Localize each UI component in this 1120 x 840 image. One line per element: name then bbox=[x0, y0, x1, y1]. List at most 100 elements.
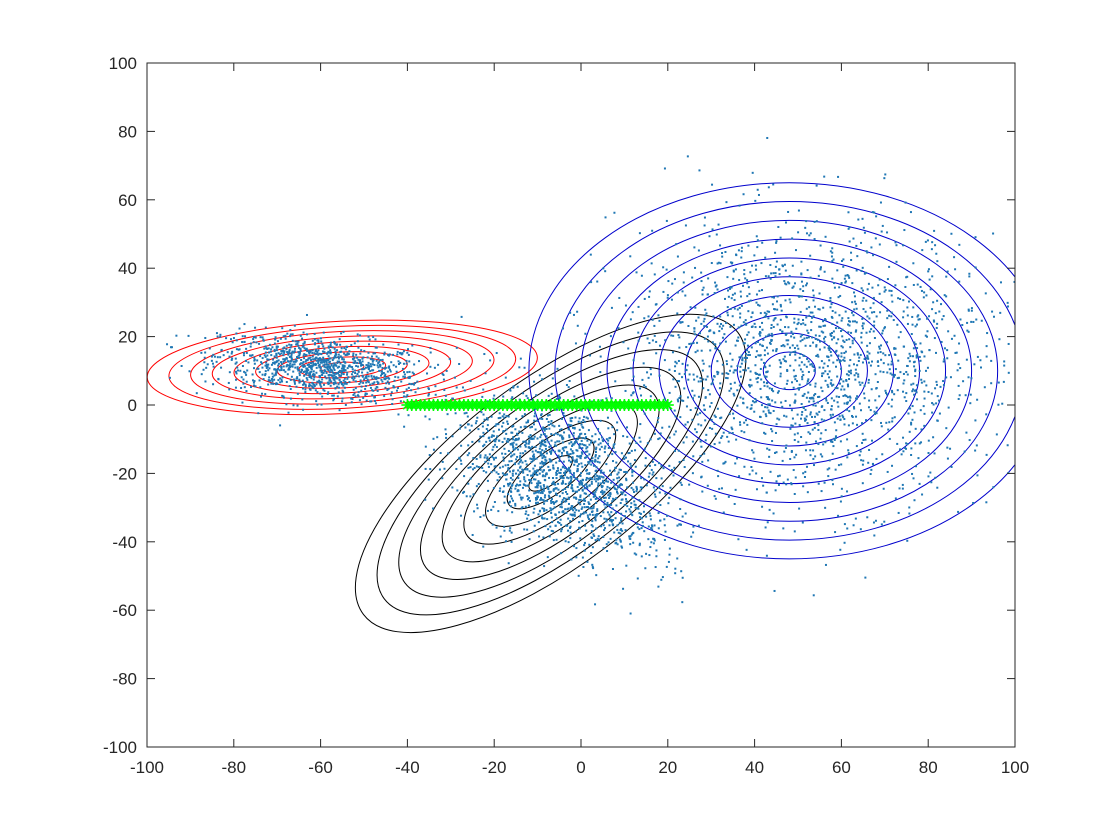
data-point bbox=[870, 246, 873, 249]
data-point bbox=[539, 462, 542, 465]
data-point bbox=[532, 455, 535, 458]
data-point bbox=[340, 383, 343, 386]
data-point bbox=[829, 250, 832, 253]
data-point bbox=[912, 283, 915, 286]
data-point bbox=[561, 492, 564, 495]
data-point bbox=[519, 426, 522, 429]
data-point bbox=[241, 335, 244, 338]
data-point bbox=[458, 362, 461, 365]
data-point bbox=[671, 282, 674, 285]
data-point bbox=[584, 332, 587, 335]
data-point bbox=[584, 456, 587, 459]
data-point bbox=[303, 374, 306, 377]
data-point bbox=[788, 298, 791, 301]
data-point bbox=[872, 296, 875, 299]
data-point bbox=[567, 496, 570, 499]
data-point bbox=[940, 340, 943, 343]
data-point bbox=[231, 341, 234, 344]
data-point bbox=[432, 437, 435, 440]
data-point bbox=[681, 376, 684, 379]
data-point bbox=[541, 517, 544, 520]
data-point bbox=[774, 265, 777, 268]
data-point bbox=[573, 427, 576, 430]
y-tick-label: -60 bbox=[112, 601, 137, 620]
data-point bbox=[828, 359, 831, 362]
data-point bbox=[539, 491, 542, 494]
data-point bbox=[755, 235, 758, 238]
data-point bbox=[842, 339, 845, 342]
data-point bbox=[251, 379, 254, 382]
data-point bbox=[647, 315, 650, 318]
data-point bbox=[801, 378, 804, 381]
data-point bbox=[703, 325, 706, 328]
data-point bbox=[772, 319, 775, 322]
data-point bbox=[921, 493, 924, 496]
data-point bbox=[696, 413, 699, 416]
data-point bbox=[744, 322, 747, 325]
data-point bbox=[758, 373, 761, 376]
data-point bbox=[630, 512, 633, 515]
data-point bbox=[310, 359, 313, 362]
data-point bbox=[532, 453, 535, 456]
data-point bbox=[353, 342, 356, 345]
data-point bbox=[730, 286, 733, 289]
data-point bbox=[417, 387, 420, 390]
data-point bbox=[338, 374, 341, 377]
data-point bbox=[526, 528, 529, 531]
data-point bbox=[537, 451, 540, 454]
data-point bbox=[730, 387, 733, 390]
data-point bbox=[348, 381, 351, 384]
data-point bbox=[740, 250, 743, 253]
data-point bbox=[383, 353, 386, 356]
data-point bbox=[788, 282, 791, 285]
data-point bbox=[902, 299, 905, 302]
data-point bbox=[583, 544, 586, 547]
line-series-green bbox=[401, 399, 674, 411]
data-point bbox=[563, 471, 566, 474]
data-point bbox=[907, 357, 910, 360]
data-point bbox=[618, 468, 621, 471]
data-point bbox=[241, 365, 244, 368]
data-point bbox=[281, 376, 284, 379]
data-point bbox=[536, 485, 539, 488]
data-point bbox=[308, 365, 311, 368]
data-point bbox=[338, 365, 341, 368]
data-point bbox=[340, 350, 343, 353]
data-point bbox=[522, 440, 525, 443]
data-point bbox=[558, 495, 561, 498]
data-point bbox=[288, 350, 291, 353]
data-point bbox=[700, 424, 703, 427]
data-point bbox=[302, 331, 305, 334]
data-point bbox=[662, 467, 665, 470]
data-point bbox=[571, 416, 574, 419]
data-point bbox=[787, 339, 790, 342]
data-point bbox=[756, 246, 759, 249]
data-point bbox=[729, 286, 732, 289]
data-point bbox=[550, 420, 553, 423]
data-point bbox=[638, 512, 641, 515]
data-point bbox=[472, 457, 475, 460]
data-point bbox=[518, 493, 521, 496]
data-point bbox=[560, 530, 563, 533]
data-point bbox=[296, 376, 299, 379]
data-point bbox=[342, 330, 345, 333]
data-point bbox=[635, 441, 638, 444]
data-point bbox=[652, 471, 655, 474]
data-point bbox=[720, 327, 723, 330]
data-point bbox=[577, 420, 580, 423]
data-point bbox=[533, 478, 536, 481]
data-point bbox=[754, 342, 757, 345]
data-point bbox=[391, 398, 394, 401]
data-point bbox=[945, 275, 948, 278]
data-point bbox=[503, 416, 506, 419]
data-point bbox=[590, 441, 593, 444]
data-point bbox=[337, 386, 340, 389]
data-point bbox=[661, 576, 664, 579]
data-point bbox=[549, 460, 552, 463]
data-point bbox=[863, 358, 866, 361]
data-point bbox=[892, 319, 895, 322]
x-tick-label: 20 bbox=[658, 758, 677, 777]
data-point bbox=[480, 411, 483, 414]
data-point bbox=[751, 325, 754, 328]
data-point bbox=[527, 514, 530, 517]
